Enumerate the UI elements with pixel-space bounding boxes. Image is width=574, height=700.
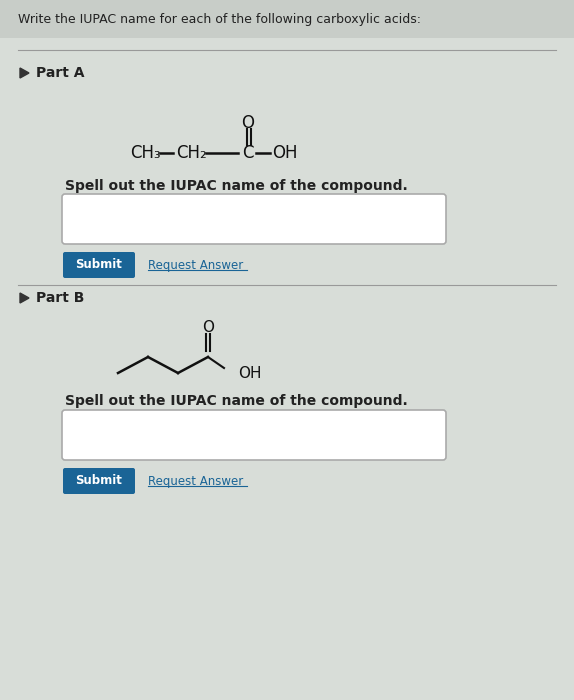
Text: Spell out the IUPAC name of the compound.: Spell out the IUPAC name of the compound…: [65, 179, 408, 193]
Text: OH: OH: [238, 365, 262, 381]
FancyBboxPatch shape: [0, 0, 574, 38]
Text: Spell out the IUPAC name of the compound.: Spell out the IUPAC name of the compound…: [65, 394, 408, 408]
FancyBboxPatch shape: [62, 194, 446, 244]
FancyBboxPatch shape: [62, 410, 446, 460]
Text: Part B: Part B: [36, 291, 84, 305]
Text: Submit: Submit: [76, 258, 122, 272]
Text: Submit: Submit: [76, 475, 122, 487]
Text: O: O: [242, 114, 254, 132]
Text: Part A: Part A: [36, 66, 84, 80]
Text: O: O: [202, 319, 214, 335]
Text: Request Answer: Request Answer: [148, 475, 243, 487]
FancyBboxPatch shape: [63, 252, 135, 278]
Text: C: C: [242, 144, 254, 162]
FancyBboxPatch shape: [63, 468, 135, 494]
Text: Write the IUPAC name for each of the following carboxylic acids:: Write the IUPAC name for each of the fol…: [18, 13, 421, 25]
Text: CH₂: CH₂: [176, 144, 207, 162]
Text: Request Answer: Request Answer: [148, 258, 243, 272]
Text: OH: OH: [272, 144, 297, 162]
Text: CH₃: CH₃: [130, 144, 161, 162]
Polygon shape: [20, 68, 29, 78]
Polygon shape: [20, 293, 29, 303]
